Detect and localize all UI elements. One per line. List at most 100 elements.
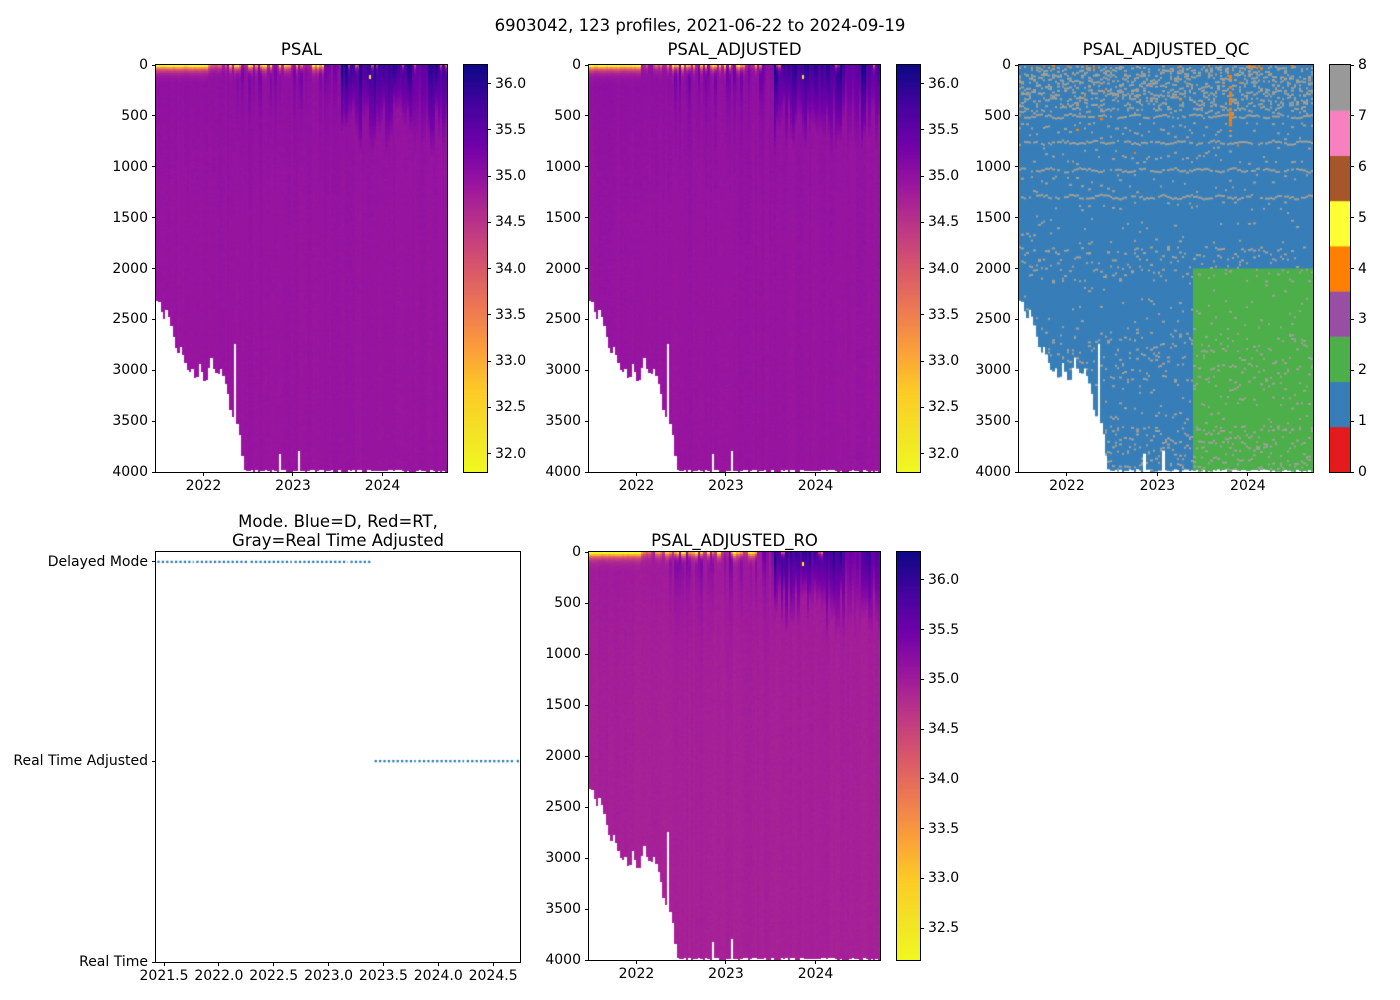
panel-psal-adjusted-title: PSAL_ADJUSTED — [667, 40, 802, 59]
x-tick-mark — [273, 962, 275, 966]
y-tick-mark — [585, 602, 589, 604]
x-tick-mark — [328, 962, 330, 966]
x-tick-mark — [382, 472, 384, 476]
y-tick-label: 1500 — [545, 209, 581, 226]
y-tick-label: 500 — [984, 107, 1011, 124]
colorbar-tick-mark — [920, 406, 924, 408]
y-tick-label: 3000 — [545, 850, 581, 866]
colorbar-tick-mark — [920, 579, 924, 581]
y-tick-label: 3500 — [975, 413, 1011, 430]
colorbar-tick-mark — [1350, 471, 1354, 473]
x-tick-mark — [815, 472, 817, 476]
x-tick-label: 2023 — [1139, 478, 1176, 494]
colorbar-tick-label: 33.5 — [928, 820, 960, 837]
colorbar-tick-mark — [1350, 115, 1354, 117]
y-tick-mark — [1015, 318, 1019, 320]
y-tick-label: 2000 — [545, 748, 581, 764]
y-tick-mark — [585, 755, 589, 757]
y-tick-mark — [585, 908, 589, 910]
y-tick-mark — [585, 420, 589, 422]
x-tick-label: 2022 — [618, 478, 655, 494]
mode-plot-frame — [155, 551, 521, 963]
colorbar-tick-label: 35.0 — [928, 168, 960, 184]
colorbar-tick-label: 34.0 — [928, 770, 960, 787]
colorbar-tick-mark — [920, 678, 924, 680]
y-tick-label: 0 — [1002, 57, 1011, 73]
y-tick-label: 2000 — [545, 260, 581, 277]
x-tick-mark — [437, 962, 439, 966]
y-tick-label: 1500 — [112, 209, 148, 226]
y-tick-mark — [152, 961, 156, 963]
y-tick-label: 3000 — [545, 362, 581, 379]
y-tick-label: 3500 — [112, 413, 148, 430]
x-tick-mark — [1247, 472, 1249, 476]
x-tick-label: 2022.0 — [194, 968, 244, 984]
psal-plot-canvas — [156, 65, 447, 472]
colorbar-tick-label: 33.0 — [928, 353, 960, 369]
colorbar-tick-mark — [1350, 318, 1354, 320]
x-tick-mark — [202, 472, 204, 476]
colorbar-tick-mark — [920, 360, 924, 362]
x-tick-mark — [725, 472, 727, 476]
psal_adjusted_ro-plot-frame — [588, 551, 881, 961]
y-tick-label: Real Time Adjusted — [13, 753, 148, 770]
x-tick-label: 2024 — [797, 478, 834, 494]
y-tick-mark — [1015, 471, 1019, 473]
colorbar-tick-mark — [1350, 64, 1354, 66]
y-tick-mark — [1015, 268, 1019, 269]
y-tick-label: 0 — [572, 57, 581, 73]
y-tick-mark — [585, 64, 589, 66]
psal_adjusted_ro-plot-canvas — [589, 552, 880, 960]
colorbar-tick-mark — [920, 221, 924, 223]
y-tick-mark — [1015, 115, 1019, 117]
y-tick-mark — [585, 653, 589, 655]
y-tick-mark — [585, 217, 589, 219]
y-tick-label: 1000 — [975, 158, 1011, 175]
colorbar-tick-label: 4 — [1358, 260, 1367, 277]
y-tick-label: 1500 — [545, 697, 581, 713]
y-tick-mark — [585, 471, 589, 473]
y-tick-label: 0 — [139, 57, 148, 73]
colorbar-tick-label: 34.5 — [928, 721, 960, 738]
colorbar-tick-label: 35.0 — [928, 671, 960, 688]
colorbar-tick-label: 32.5 — [495, 399, 527, 416]
colorbar-tick-mark — [920, 129, 924, 131]
y-tick-label: 500 — [554, 107, 581, 124]
colorbar-tick-label: 34.5 — [928, 214, 960, 231]
panel-mode-title-line1: Mode. Blue=D, Red=RT, — [238, 512, 438, 531]
colorbar-tick-label: 33.5 — [928, 306, 960, 323]
x-tick-mark — [1066, 472, 1068, 476]
y-tick-label: Real Time — [79, 954, 148, 970]
y-tick-mark — [585, 115, 589, 117]
colorbar-tick-label: 2 — [1358, 362, 1367, 379]
y-tick-label: 4000 — [112, 464, 148, 480]
panel-mode-title-line2: Gray=Real Time Adjusted — [232, 531, 444, 550]
colorbar-tick-mark — [487, 221, 491, 223]
y-tick-label: 2500 — [112, 311, 148, 328]
colorbar-tick-label: 33.5 — [495, 306, 527, 323]
panel-psal-adjusted-qc-title: PSAL_ADJUSTED_QC — [1082, 40, 1250, 59]
x-tick-label: 2022.5 — [249, 968, 299, 984]
x-tick-label: 2023 — [708, 966, 744, 982]
x-tick-label: 2024.5 — [468, 968, 518, 984]
colorbar-tick-label: 3 — [1358, 311, 1367, 328]
y-tick-mark — [152, 64, 156, 66]
y-tick-mark — [1015, 64, 1019, 66]
colorbar-tick-mark — [487, 314, 491, 316]
colorbar-tick-label: 1 — [1358, 413, 1367, 430]
psal_adjusted_ro-colorbar-frame — [896, 551, 921, 961]
y-tick-label: 3500 — [545, 901, 581, 917]
x-tick-label: 2022 — [1049, 478, 1085, 494]
y-tick-label: 2500 — [545, 311, 581, 328]
mode-plot-canvas — [156, 552, 520, 962]
colorbar-tick-mark — [920, 453, 924, 454]
y-tick-mark — [152, 420, 156, 422]
colorbar-tick-mark — [920, 314, 924, 316]
x-tick-label: 2024 — [364, 478, 401, 494]
y-tick-mark — [1015, 420, 1019, 422]
colorbar-tick-label: 34.0 — [495, 260, 527, 277]
x-tick-mark — [382, 962, 384, 966]
x-tick-label: 2021.5 — [139, 968, 189, 984]
